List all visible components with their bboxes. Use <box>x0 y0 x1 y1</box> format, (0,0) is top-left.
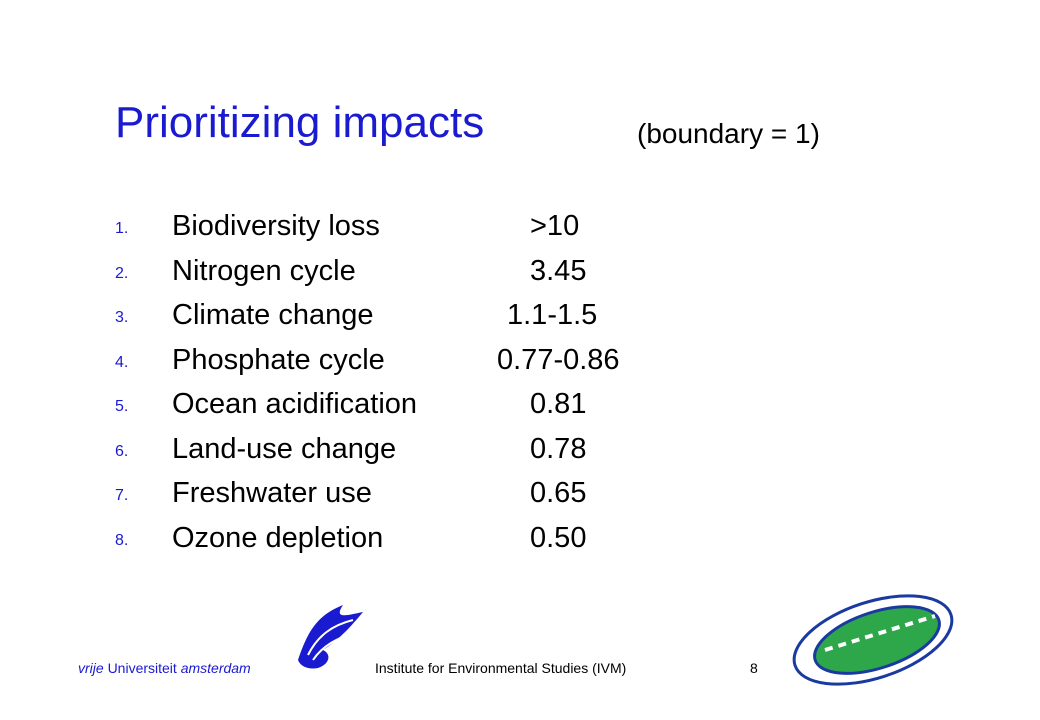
item-number: 5. <box>115 398 129 415</box>
item-value: >10 <box>530 210 580 242</box>
item-value: 0.65 <box>530 477 587 509</box>
item-number: 2. <box>115 264 129 282</box>
page-number: 8 <box>750 660 758 676</box>
item-name: Nitrogen cycle <box>172 254 356 287</box>
item-value: 0.78 <box>530 432 587 465</box>
item-value: 0.77-0.86 <box>497 343 620 376</box>
item-value: 0.81 <box>530 388 587 420</box>
item-name: Freshwater use <box>172 477 372 509</box>
item-number: 6. <box>115 442 129 460</box>
item-name: Biodiversity loss <box>172 210 380 242</box>
item-number: 8. <box>115 531 129 549</box>
item-name: Climate change <box>172 299 374 331</box>
item-number: 1. <box>115 220 129 237</box>
item-name: Phosphate cycle <box>172 343 385 376</box>
university-word: vrije <box>78 660 104 676</box>
item-value: 3.45 <box>530 254 587 287</box>
item-name: Ozone depletion <box>172 521 384 554</box>
item-number: 4. <box>115 353 129 371</box>
university-logo <box>298 605 363 669</box>
profiles-logo <box>792 594 954 686</box>
institute: Institute for Environmental Studies (IVM… <box>375 660 627 676</box>
item-value: 1.1-1.5 <box>507 299 598 331</box>
item-number: 7. <box>115 487 129 504</box>
item-number: 3. <box>115 309 129 326</box>
item-value: 0.50 <box>530 521 587 554</box>
subtitle: (boundary = 1) <box>637 118 820 149</box>
university-word: amsterdam <box>180 660 251 676</box>
university-word: Universiteit <box>107 660 177 676</box>
university-name: vrije Universiteit amsterdam <box>78 660 251 676</box>
item-name: Land-use change <box>172 432 397 465</box>
title: Prioritizing impacts <box>115 98 485 147</box>
item-name: Ocean acidification <box>172 388 418 420</box>
